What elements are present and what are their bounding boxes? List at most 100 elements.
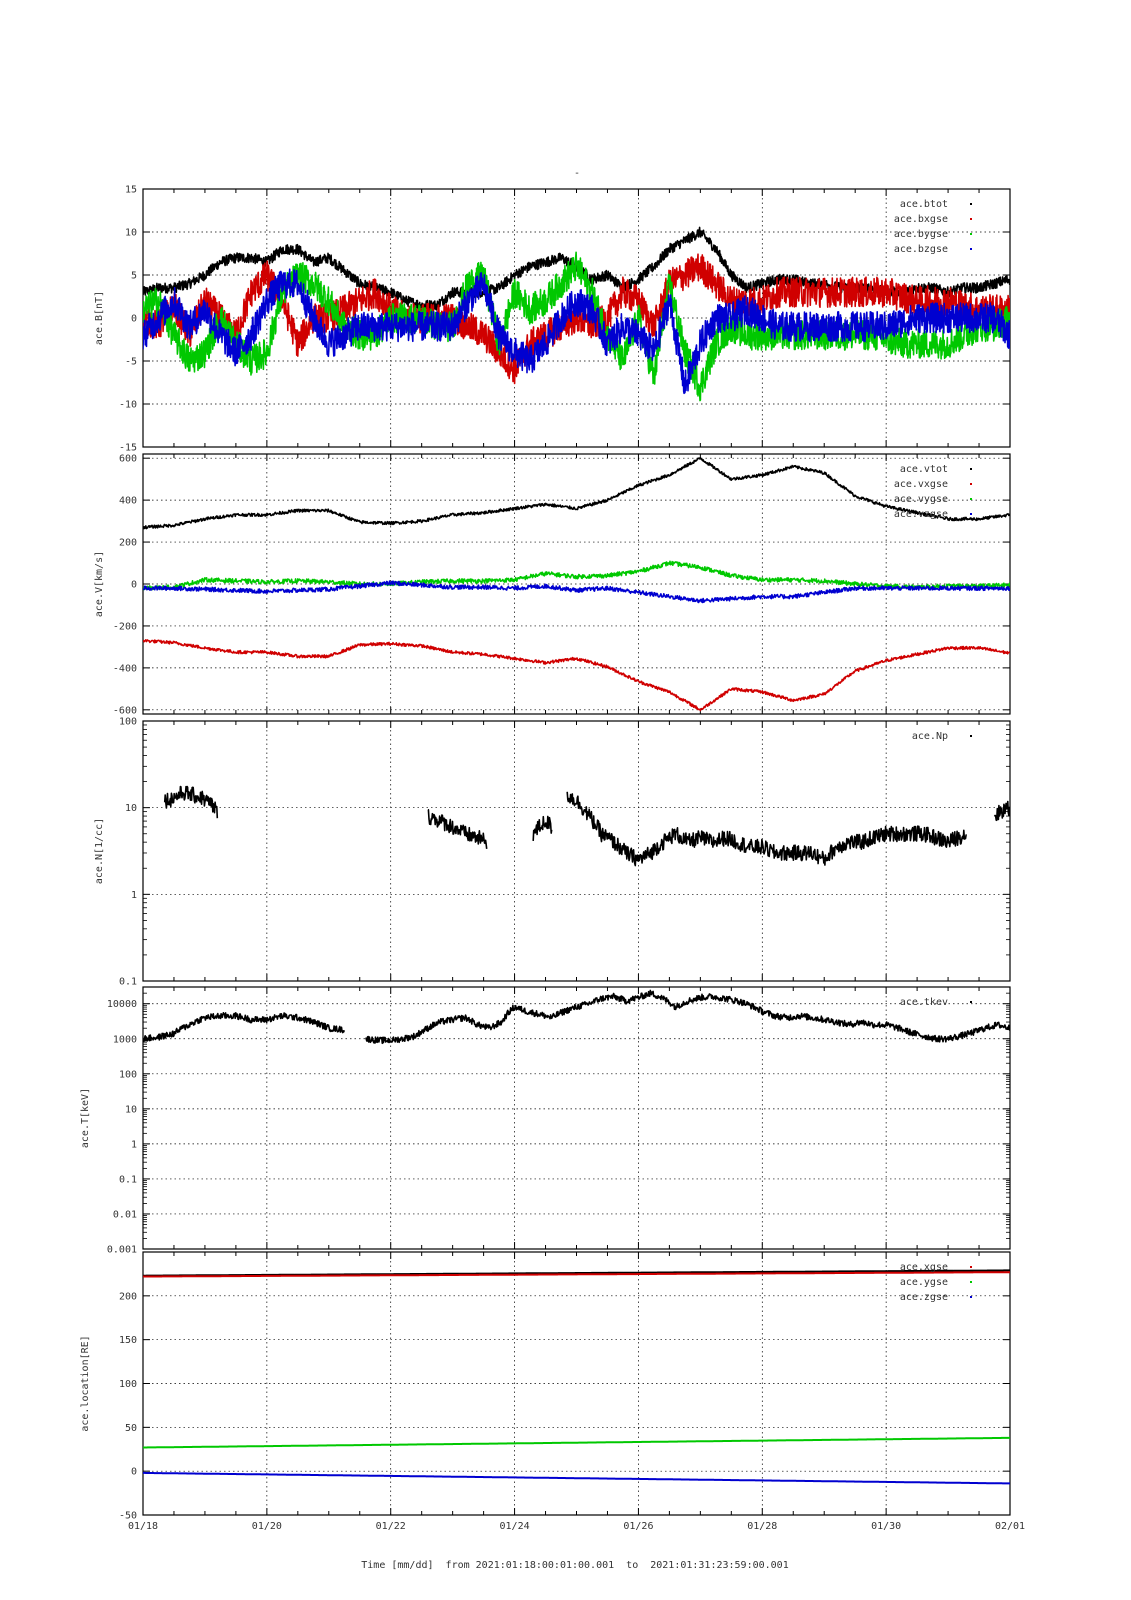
series-trace xyxy=(365,989,1010,1045)
y-tick-label: -400 xyxy=(113,663,137,674)
y-axis-label: ace.V[km/s] xyxy=(94,551,105,617)
legend-marker xyxy=(970,513,972,515)
legend-label: ace.bzgse xyxy=(894,244,948,255)
legend-label: ace.zgse xyxy=(900,1292,948,1303)
plot-area xyxy=(143,226,1010,402)
legend-marker xyxy=(970,248,972,250)
y-tick-label: 200 xyxy=(119,1291,137,1302)
series-trace xyxy=(143,638,1010,712)
plot-area xyxy=(143,456,1010,712)
x-tick-label: 01/18 xyxy=(128,1521,158,1532)
y-axis-label: ace.B[nT] xyxy=(94,291,105,345)
series-trace xyxy=(427,808,488,849)
y-tick-label: 10000 xyxy=(107,999,137,1010)
x-tick-label: 01/26 xyxy=(623,1521,653,1532)
legend-marker xyxy=(970,1281,972,1283)
y-tick-label: 100 xyxy=(119,1379,137,1390)
y-tick-label: 0 xyxy=(131,1467,137,1478)
legend-label: ace.ygse xyxy=(900,1277,948,1288)
y-tick-label: -15 xyxy=(119,443,137,454)
y-axis-label: ace.location[RE] xyxy=(80,1335,91,1431)
x-tick-label: 01/20 xyxy=(252,1521,282,1532)
x-tick-label: 01/28 xyxy=(747,1521,777,1532)
legend-label: ace.tkev xyxy=(900,997,948,1008)
series-ace.ygse xyxy=(143,1436,1010,1449)
series-trace xyxy=(143,268,1010,395)
x-tick-label: 01/22 xyxy=(376,1521,406,1532)
y-axis-label: ace.T[keV] xyxy=(80,1088,91,1148)
legend-marker xyxy=(970,498,972,500)
legend-label: ace.vxgse xyxy=(894,479,948,490)
y-tick-label: 5 xyxy=(131,271,137,282)
y-tick-label: 0 xyxy=(131,580,137,591)
series-trace xyxy=(163,785,219,819)
series-trace xyxy=(143,1271,1010,1278)
y-tick-label: 100 xyxy=(119,1069,137,1080)
y-tick-label: -200 xyxy=(113,621,137,632)
plot-frame xyxy=(142,720,1011,982)
plot-area xyxy=(143,989,1010,1045)
y-axis-label: ace.N[1/cc] xyxy=(94,818,105,884)
legend-label: ace.vtot xyxy=(900,464,948,475)
x-tick-label: 02/01 xyxy=(995,1521,1025,1532)
y-tick-label: -50 xyxy=(119,1511,137,1522)
y-tick-label: 600 xyxy=(119,454,137,465)
legend-marker xyxy=(970,233,972,235)
y-tick-label: 1000 xyxy=(113,1034,137,1045)
legend-marker xyxy=(970,1296,972,1298)
top-mark: - xyxy=(574,168,580,179)
legend-label: ace.bygse xyxy=(894,229,948,240)
legend-label: ace.bxgse xyxy=(894,214,948,225)
legend-marker xyxy=(970,483,972,485)
series-ace.vzgse xyxy=(143,580,1010,604)
series-ace.vygse xyxy=(143,560,1010,591)
y-tick-label: 10 xyxy=(125,228,137,239)
y-tick-label: 0.01 xyxy=(113,1209,137,1220)
y-tick-label: 1 xyxy=(131,1139,137,1150)
legend-label: ace.vzgse xyxy=(894,509,948,520)
series-ace.xgse xyxy=(143,1271,1010,1278)
legend-marker xyxy=(970,1001,972,1003)
plot-area xyxy=(143,1269,1010,1485)
series-trace xyxy=(143,1436,1010,1449)
legend-marker xyxy=(970,203,972,205)
series-trace xyxy=(993,800,1010,822)
chart-panel-5: 200 150 100 50 0 -50 ace.location[RE] ace.xgse a… xyxy=(80,1251,1025,1532)
series-trace xyxy=(143,456,1010,530)
y-tick-label: 15 xyxy=(125,185,137,196)
y-tick-label: 0.1 xyxy=(119,1174,137,1185)
series-ace.tkev xyxy=(143,989,1010,1045)
series-ace.bzgse xyxy=(143,268,1010,395)
chart-panel-1: 15 10 5 0 -5 -10 -15 ace.B[nT] ace.btot ace.bxgse… xyxy=(94,185,1011,454)
y-tick-label: 150 xyxy=(119,1335,137,1346)
legend-label: ace.Np xyxy=(912,731,948,742)
series-ace.zgse xyxy=(143,1471,1010,1485)
series-ace.Np xyxy=(163,785,1010,867)
y-tick-label: 10 xyxy=(125,803,137,814)
series-trace xyxy=(143,580,1010,604)
chart-panel-2: 600 400 200 0 -200 -400 -600 ace.V[km/s] ace.vto… xyxy=(94,453,1011,716)
legend-label: ace.btot xyxy=(900,199,948,210)
chart-panel-3: 100 10 1 0.1 ace.N[1/cc] ace.Np xyxy=(94,717,1011,988)
legend-label: ace.vygse xyxy=(894,494,948,505)
y-tick-label: 0.1 xyxy=(119,977,137,988)
chart-panel-4: 10000 1000 100 10 1 0.1 0.01 0.001 ace.T[keV] ace… xyxy=(80,986,1011,1256)
footer-label: Time [mm/dd] from 2021:01:18:00:01:00.00… xyxy=(361,1560,788,1571)
y-tick-label: -5 xyxy=(125,357,137,368)
series-trace xyxy=(566,791,967,867)
series-trace xyxy=(532,815,553,841)
series-trace xyxy=(143,1011,346,1043)
x-tick-label: 01/30 xyxy=(871,1521,901,1532)
legend-marker xyxy=(970,735,972,737)
y-tick-label: 50 xyxy=(125,1423,137,1434)
y-tick-label: -600 xyxy=(113,705,137,716)
y-tick-label: 0.001 xyxy=(107,1245,137,1256)
y-tick-label: -10 xyxy=(119,400,137,411)
y-tick-label: 0 xyxy=(131,314,137,325)
series-trace xyxy=(143,1471,1010,1485)
legend-marker xyxy=(970,468,972,470)
series-ace.vxgse xyxy=(143,638,1010,712)
y-tick-label: 100 xyxy=(119,717,137,728)
legend-marker xyxy=(970,1266,972,1268)
